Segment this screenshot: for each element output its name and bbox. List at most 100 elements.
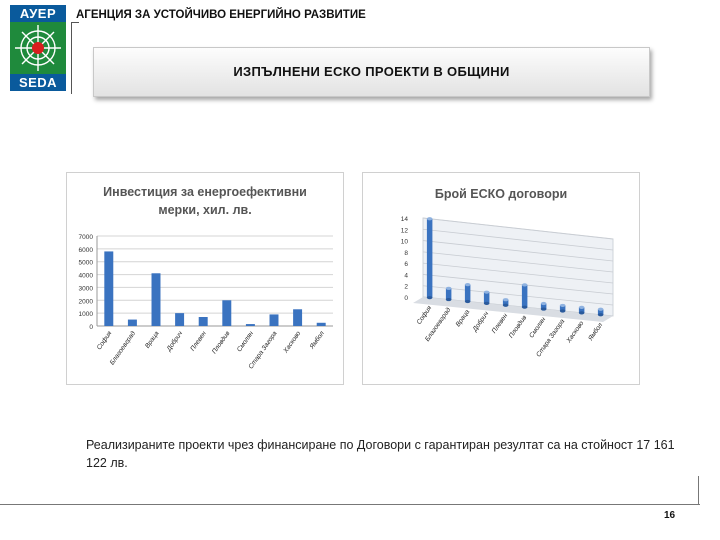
y-tick-label: 12 (401, 227, 409, 234)
bar (127, 319, 137, 326)
bar (316, 322, 326, 326)
bar-top (597, 307, 604, 311)
y-tick-label: 7000 (79, 234, 94, 241)
bar (540, 303, 547, 310)
bar-base (559, 309, 566, 313)
gridline (422, 262, 614, 284)
x-tick-label: Пловдив (210, 329, 232, 355)
y-tick-label: 8 (404, 250, 408, 257)
x-tick-label: Добрич (164, 329, 184, 353)
x-tick-label: Пловдив (507, 313, 529, 339)
bar (464, 284, 471, 302)
summary-note: Реализираните проекти чрез финансиране п… (86, 438, 675, 470)
investment-chart-panel: 0 1000 2000 3000 4000 5000 6000 7000 София Благое… (66, 172, 344, 385)
investment-chart-title-line2: мерки, хил. лв. (158, 203, 252, 217)
bar-top (445, 286, 452, 290)
agency-name: АГЕНЦИЯ ЗА УСТОЙЧИВО ЕНЕРГИЙНО РАЗВИТИЕ (76, 9, 366, 21)
y-tick-label: 14 (401, 216, 409, 223)
header-divider (71, 22, 72, 94)
footer-corner-line (698, 476, 699, 505)
y-tick-label: 10 (401, 239, 409, 246)
bar-base (464, 299, 471, 304)
y-tick-label: 4000 (79, 273, 94, 280)
esco-contracts-chart-panel: 0 2 4 6 8 10 12 14 София Благоевград Враца Добрич Пл… (362, 172, 640, 385)
bar-top (559, 303, 566, 308)
x-tick-label: Хасково (282, 330, 303, 355)
y-tick-label: 5000 (79, 260, 94, 267)
logo-emblem-icon (15, 25, 61, 71)
bar (578, 307, 585, 313)
x-tick-label: София (416, 304, 434, 326)
bar (559, 305, 566, 311)
bar-base (540, 307, 547, 311)
x-tick-label: Добрич (470, 309, 490, 333)
bar-top (502, 298, 509, 302)
x-tick-label: Ямбол (307, 329, 326, 351)
y-tick-label: 0 (89, 324, 93, 331)
investment-chart-title-line1: Инвестиция за енергоефективни (103, 185, 307, 199)
bar (245, 324, 255, 326)
bar-top (540, 301, 547, 306)
header-divider-tick (71, 22, 79, 23)
bar-top (521, 283, 528, 287)
bar-base (445, 297, 452, 302)
page-number: 16 (664, 510, 676, 521)
bar (151, 273, 161, 326)
logo-top-text: АУЕР (10, 5, 66, 22)
bar-base (521, 305, 528, 309)
y-tick-label: 3000 (79, 285, 94, 292)
gridline (422, 285, 614, 306)
esco-contracts-chart-title: Брой ЕСКО договори (434, 187, 568, 201)
y-tick-label: 0 (404, 295, 408, 302)
bar (445, 288, 452, 300)
y-tick-label: 2 (404, 284, 408, 291)
bar (426, 218, 433, 298)
bar-base (578, 311, 585, 315)
gridline (422, 217, 614, 240)
bar (104, 251, 114, 326)
logo-bottom-text: SEDA (10, 74, 66, 91)
gridline (422, 274, 614, 295)
bar (483, 292, 490, 304)
x-tick-label: Ямбол (586, 321, 605, 343)
gridline (422, 228, 614, 251)
bar-base (597, 313, 604, 317)
y-tick-label: 6000 (79, 247, 94, 254)
bar-base (426, 296, 433, 300)
x-tick-label: Враца (144, 330, 161, 350)
x-tick-label: София (96, 330, 114, 352)
bar-top (483, 290, 490, 294)
bar (521, 284, 528, 308)
x-tick-label: Хасково (565, 320, 586, 345)
slide-title: ИЗПЪЛНЕНИ ЕСКО ПРОЕКТИ В ОБЩИНИ (93, 47, 650, 97)
bar (198, 317, 208, 326)
bar (293, 309, 303, 326)
bar (175, 313, 185, 326)
x-tick-label: Смолян (236, 330, 255, 353)
bar (597, 309, 604, 315)
x-tick-label: Плевен (491, 312, 510, 335)
y-tick-label: 1000 (79, 311, 94, 318)
floor (413, 297, 613, 322)
gridline (422, 251, 614, 273)
x-tick-label: Смолян (528, 316, 547, 339)
x-tick-label: Плевен (189, 330, 208, 353)
bar (502, 299, 509, 306)
bar-top (578, 305, 585, 309)
logo-emblem (10, 22, 66, 74)
bar-base (502, 303, 509, 307)
bar-top (464, 283, 471, 287)
investment-chart: 01000200030004000500060007000СофияБлагое… (79, 234, 333, 370)
y-tick-label: 4 (404, 272, 408, 279)
bar-base (483, 301, 490, 305)
y-tick-label: 6 (404, 261, 408, 268)
seda-logo: АУЕР SEDA (10, 5, 66, 91)
bar (269, 314, 279, 326)
gridline (422, 240, 614, 262)
bar (222, 300, 232, 326)
bar-top (426, 217, 433, 221)
x-tick-label: Враца (455, 308, 472, 328)
footer-line (0, 504, 700, 505)
y-tick-label: 2000 (79, 298, 94, 305)
